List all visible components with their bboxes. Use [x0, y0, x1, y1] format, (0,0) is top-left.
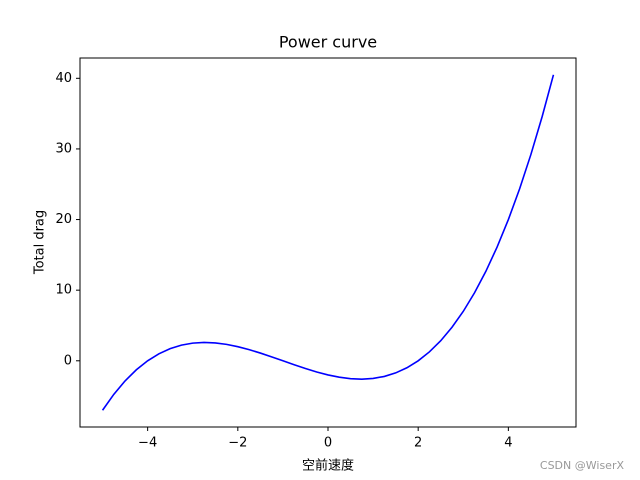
x-tick-label: −4 — [138, 436, 157, 451]
x-tick-label: 4 — [504, 436, 512, 451]
x-tick-label: 0 — [324, 436, 332, 451]
y-axis-label: Total drag — [33, 210, 48, 275]
data-line — [101, 74, 555, 411]
x-tick-label: 2 — [414, 436, 422, 451]
x-axis-label: 空前速度 — [302, 458, 354, 474]
watermark: CSDN @WiserX — [540, 459, 625, 472]
plot-frame — [79, 57, 577, 428]
y-tick-label: 20 — [55, 212, 72, 227]
y-tick-label: 40 — [55, 71, 72, 86]
chart-title: Power curve — [279, 33, 377, 52]
y-tick-label: 30 — [55, 141, 72, 156]
y-tick-label: 0 — [64, 353, 72, 368]
y-tick-label: 10 — [55, 283, 72, 298]
x-tick-label: −2 — [228, 436, 247, 451]
